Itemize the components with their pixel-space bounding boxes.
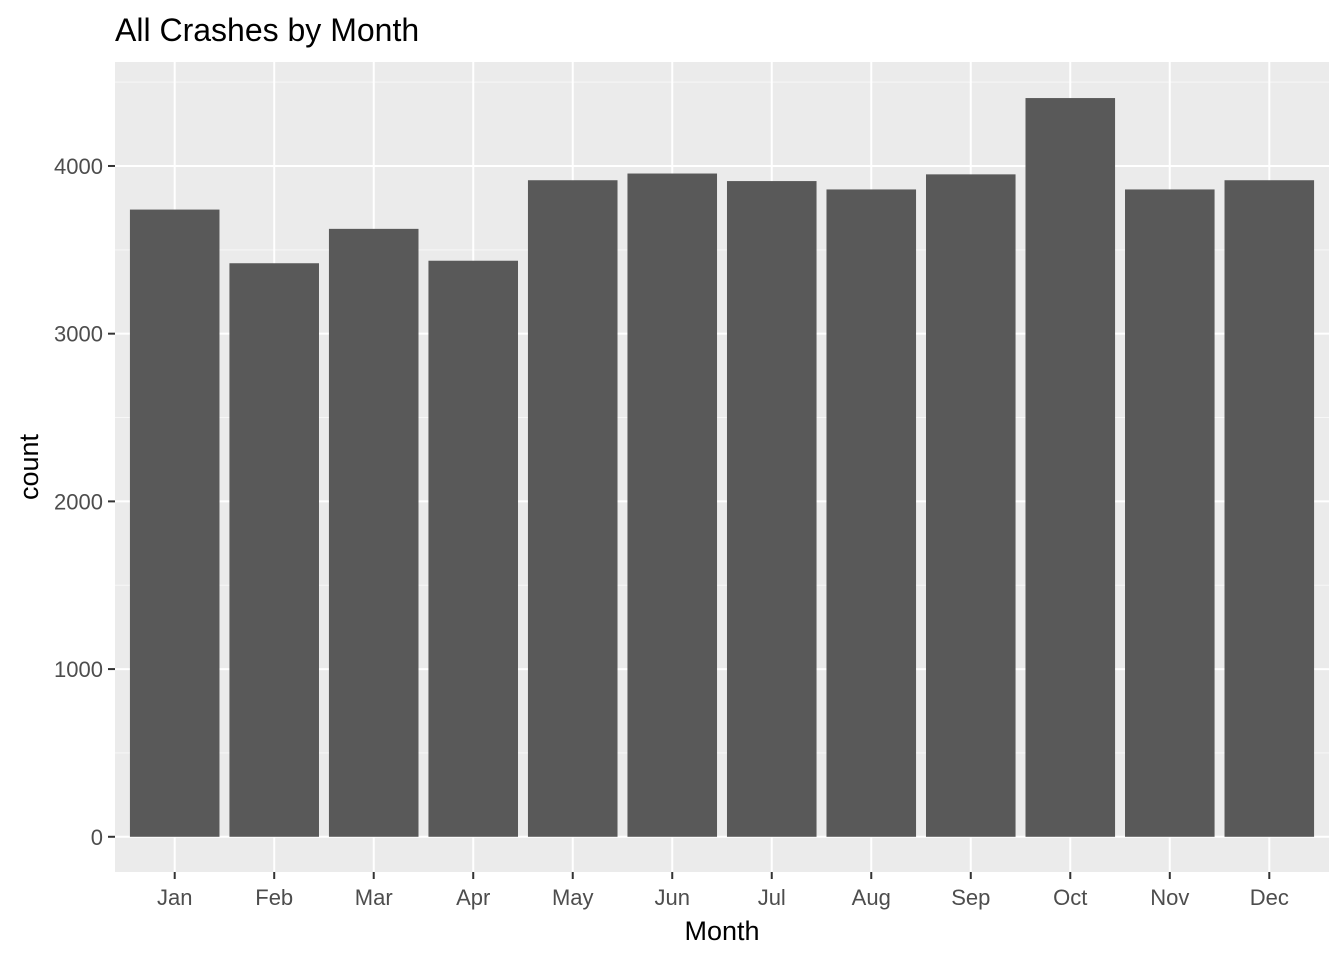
y-axis-title: count [14,433,44,500]
x-tick-label: Nov [1150,885,1189,910]
bars [129,98,1315,837]
x-axis-title: Month [684,916,759,946]
x-tick-label: Jan [157,885,192,910]
bar-feb [229,263,319,837]
x-tick-label: Aug [852,885,891,910]
bar-jul [726,181,817,837]
bar-aug [826,189,917,837]
bar-dec [1224,180,1315,837]
y-axis: 0 1000 2000 3000 4000 [54,154,115,850]
bar-jun [627,173,718,837]
bar-oct [1025,98,1116,837]
x-tick-label: Mar [355,885,393,910]
bar-mar [328,228,419,837]
bar-nov [1125,189,1215,837]
x-tick-label: Dec [1250,885,1289,910]
y-tick-label: 0 [91,825,103,850]
x-tick-label: Jun [655,885,690,910]
bar-jan [129,209,220,837]
x-axis: Jan Feb Mar Apr May Jun Jul Aug Sep Oct Nov Dec [157,872,1289,910]
x-tick-label: Feb [255,885,293,910]
x-tick-label: Jul [758,885,786,910]
y-tick-label: 4000 [54,154,103,179]
x-tick-label: Apr [456,885,490,910]
y-tick-label: 3000 [54,322,103,347]
x-tick-label: Oct [1053,885,1087,910]
y-tick-label: 2000 [54,489,103,514]
x-tick-label: May [552,885,594,910]
bar-may [527,180,618,837]
bar-sep [925,174,1016,837]
y-tick-label: 1000 [54,657,103,682]
x-tick-label: Sep [951,885,990,910]
bar-apr [428,260,519,837]
chart-title: All Crashes by Month [115,12,419,48]
